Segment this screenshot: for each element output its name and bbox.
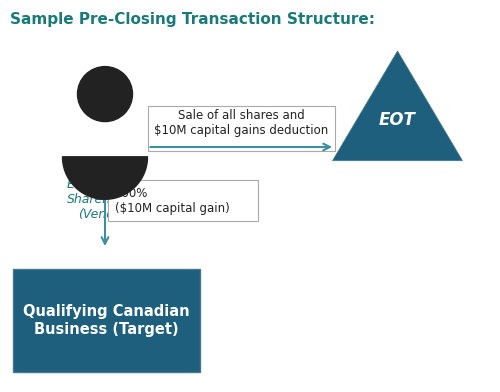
Text: 100%
($10M capital gain): 100% ($10M capital gain): [115, 187, 230, 215]
Polygon shape: [332, 51, 462, 161]
FancyBboxPatch shape: [148, 106, 335, 151]
Text: Sale of all shares and
$10M capital gains deduction: Sale of all shares and $10M capital gain…: [154, 109, 328, 137]
Text: Sample Pre-Closing Transaction Structure:: Sample Pre-Closing Transaction Structure…: [10, 12, 375, 27]
FancyBboxPatch shape: [12, 269, 200, 372]
Text: EOT: EOT: [379, 111, 416, 129]
Ellipse shape: [78, 67, 132, 122]
Text: Qualifying Canadian
Business (Target): Qualifying Canadian Business (Target): [23, 304, 190, 337]
Polygon shape: [62, 157, 148, 199]
FancyBboxPatch shape: [108, 180, 258, 221]
Text: Eligible Sole
Shareholder
(Vendor): Eligible Sole Shareholder (Vendor): [67, 178, 143, 221]
